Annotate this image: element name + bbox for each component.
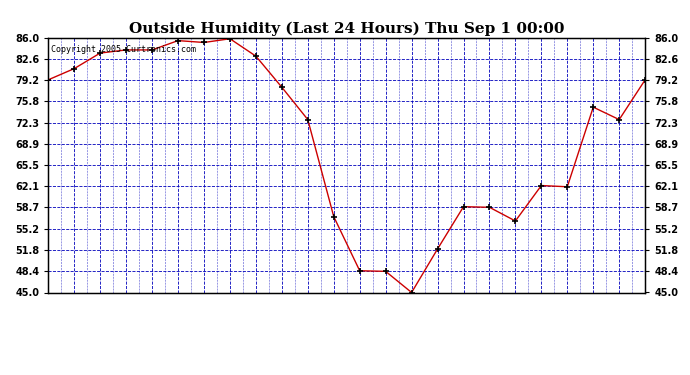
Title: Outside Humidity (Last 24 Hours) Thu Sep 1 00:00: Outside Humidity (Last 24 Hours) Thu Sep… (129, 22, 564, 36)
Text: 02:00: 02:00 (96, 305, 105, 332)
Text: 22:00: 22:00 (615, 305, 624, 332)
Text: 11:00: 11:00 (329, 305, 338, 332)
Text: 12:00: 12:00 (355, 305, 364, 332)
Text: 14:00: 14:00 (407, 305, 416, 332)
Text: 10:00: 10:00 (304, 305, 313, 332)
Text: 15:00: 15:00 (433, 305, 442, 332)
Text: 08:00: 08:00 (251, 305, 260, 332)
Text: 04:00: 04:00 (148, 305, 157, 332)
Text: 00:00: 00:00 (43, 305, 53, 332)
Text: 07:00: 07:00 (226, 305, 235, 332)
Text: 21:00: 21:00 (589, 305, 598, 332)
Text: 19:00: 19:00 (537, 305, 546, 332)
Text: Copyright 2005 Curtronics.com: Copyright 2005 Curtronics.com (51, 45, 196, 54)
Text: 16:00: 16:00 (459, 305, 468, 332)
Text: 17:00: 17:00 (485, 305, 494, 332)
Text: 09:00: 09:00 (277, 305, 286, 332)
Text: 18:00: 18:00 (511, 305, 520, 332)
Text: 05:00: 05:00 (174, 305, 183, 332)
Text: 06:00: 06:00 (199, 305, 208, 332)
Text: 03:00: 03:00 (121, 305, 130, 332)
Text: 20:00: 20:00 (563, 305, 572, 332)
Text: 23:00: 23:00 (640, 305, 650, 332)
Text: 01:00: 01:00 (70, 305, 79, 332)
Text: 13:00: 13:00 (381, 305, 390, 332)
